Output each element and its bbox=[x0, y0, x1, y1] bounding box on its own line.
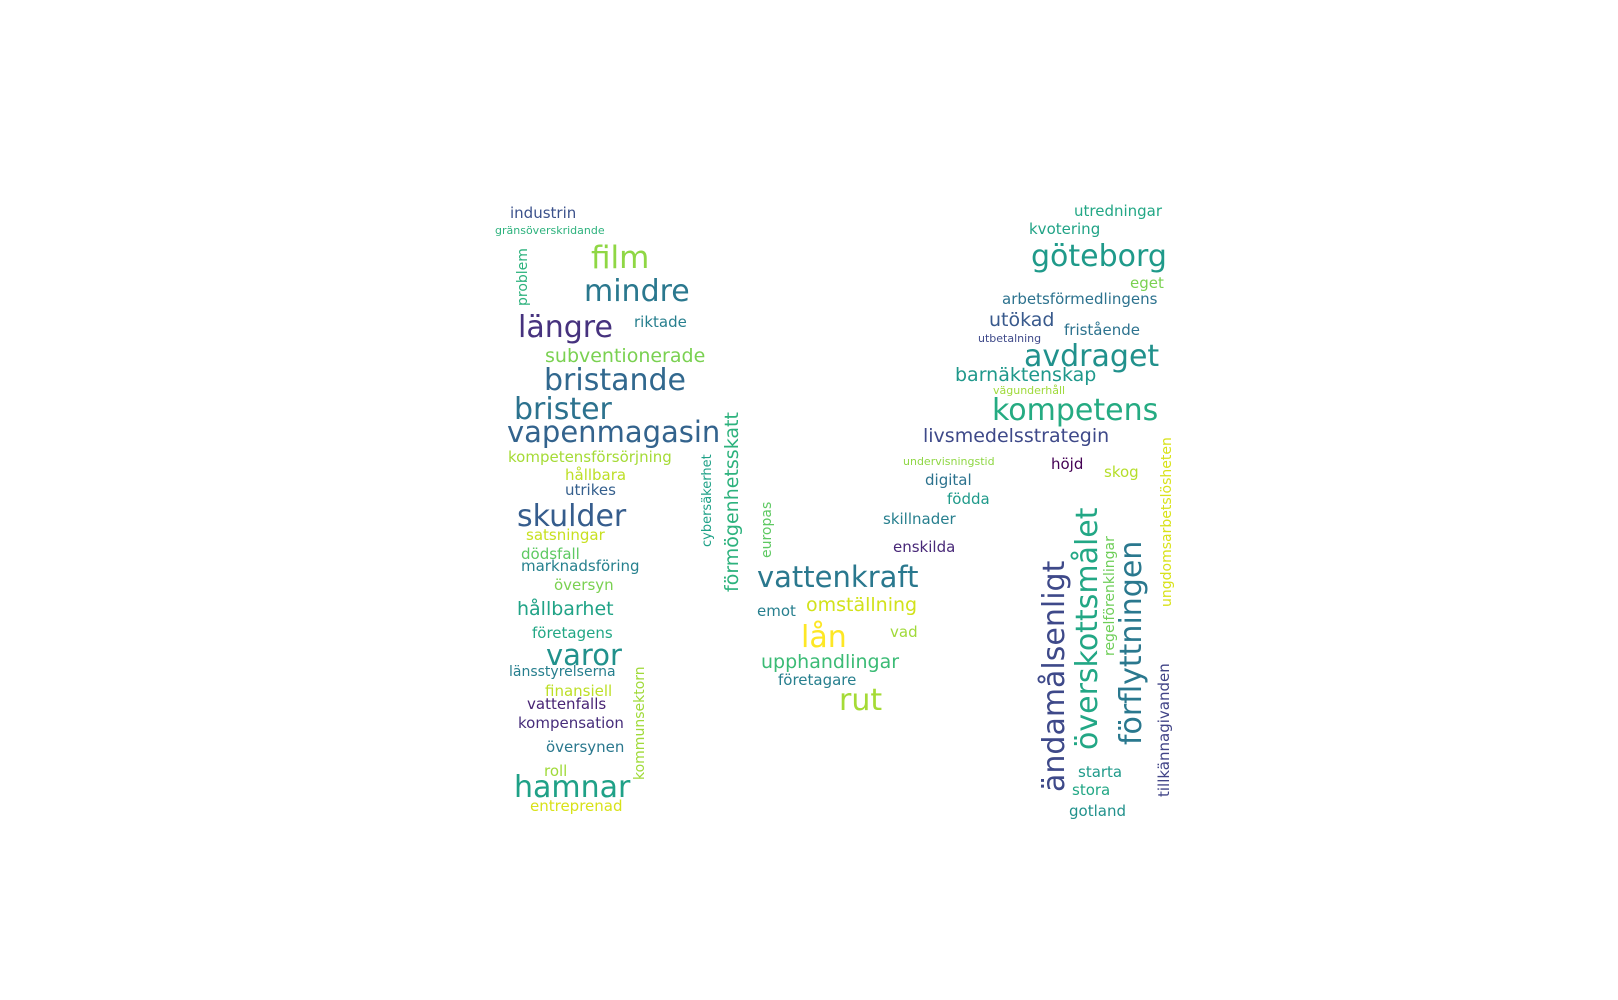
word: länsstyrelserna bbox=[509, 664, 616, 680]
word: kompetens bbox=[992, 393, 1159, 428]
word: europas bbox=[759, 501, 775, 558]
word: riktade bbox=[634, 313, 687, 331]
word: hamnar bbox=[514, 770, 631, 805]
word: stora bbox=[1072, 781, 1111, 799]
word: emot bbox=[757, 602, 796, 620]
word: utbetalning bbox=[978, 332, 1042, 345]
word: vattenfalls bbox=[527, 695, 607, 713]
word: utrikes bbox=[565, 481, 616, 499]
word: översynen bbox=[546, 738, 625, 756]
word: dödsfall bbox=[521, 545, 580, 563]
word: problem bbox=[515, 248, 531, 306]
word: regelförenklingar bbox=[1102, 536, 1118, 656]
word: kvotering bbox=[1029, 220, 1101, 238]
word: avdraget bbox=[1024, 339, 1160, 374]
word: kompetensförsörjning bbox=[508, 448, 672, 466]
word: företagens bbox=[532, 624, 613, 642]
word: film bbox=[591, 240, 650, 276]
word: längre bbox=[518, 310, 613, 345]
word: mindre bbox=[584, 274, 690, 309]
word: vad bbox=[890, 623, 918, 641]
word: marknadsföring bbox=[521, 557, 640, 575]
word: ungdomsarbetslösheten bbox=[1159, 437, 1175, 607]
word: omställning bbox=[806, 594, 918, 616]
word: eget bbox=[1130, 274, 1164, 292]
word: vapenmagasin bbox=[507, 415, 721, 449]
word: utökad bbox=[989, 309, 1055, 331]
word: upphandlingar bbox=[761, 651, 900, 673]
word: kompensation bbox=[518, 714, 624, 732]
word: gränsöverskridande bbox=[495, 224, 605, 237]
word: kommunsektorn bbox=[632, 666, 648, 780]
word: entreprenad bbox=[530, 797, 623, 815]
word: skillnader bbox=[883, 510, 956, 528]
word: satsningar bbox=[526, 526, 605, 544]
word: brister bbox=[514, 392, 612, 427]
word: lån bbox=[801, 620, 847, 655]
word: undervisningstid bbox=[903, 455, 995, 468]
word: förflyttningen bbox=[1114, 540, 1149, 745]
word: utredningar bbox=[1074, 202, 1163, 220]
word: skulder bbox=[517, 499, 627, 534]
word: livsmedelsstrategin bbox=[923, 425, 1110, 447]
word: bristande bbox=[544, 363, 687, 398]
word: subventionerade bbox=[545, 345, 706, 367]
word: enskilda bbox=[893, 538, 956, 556]
word: vattenkraft bbox=[757, 560, 919, 594]
word: hållbarhet bbox=[517, 598, 614, 620]
word: finansiell bbox=[545, 682, 613, 700]
word: barnäktenskap bbox=[955, 364, 1097, 386]
word: vägunderhåll bbox=[993, 384, 1066, 397]
word: hållbara bbox=[565, 466, 627, 484]
word: gotland bbox=[1069, 802, 1126, 820]
word: starta bbox=[1078, 763, 1123, 781]
word: digital bbox=[925, 471, 972, 489]
word: arbetsförmedlingens bbox=[1002, 290, 1158, 308]
word: förmögenhetsskatt bbox=[721, 412, 743, 592]
word: företagare bbox=[778, 671, 857, 689]
word: ändamålsenligt bbox=[1037, 560, 1072, 792]
word: födda bbox=[947, 490, 990, 508]
word: rut bbox=[839, 683, 883, 718]
word: höjd bbox=[1051, 455, 1084, 473]
word: göteborg bbox=[1031, 239, 1167, 274]
word: överskottsmålet bbox=[1070, 507, 1105, 750]
word: tillkännagivanden bbox=[1155, 663, 1173, 797]
word: översyn bbox=[554, 576, 614, 594]
word: skog bbox=[1104, 463, 1139, 481]
word: industrin bbox=[510, 204, 577, 222]
word: fristående bbox=[1064, 321, 1140, 339]
word: cybersäkerhet bbox=[700, 454, 715, 547]
word: varor bbox=[546, 638, 622, 672]
word: roll bbox=[544, 762, 568, 780]
